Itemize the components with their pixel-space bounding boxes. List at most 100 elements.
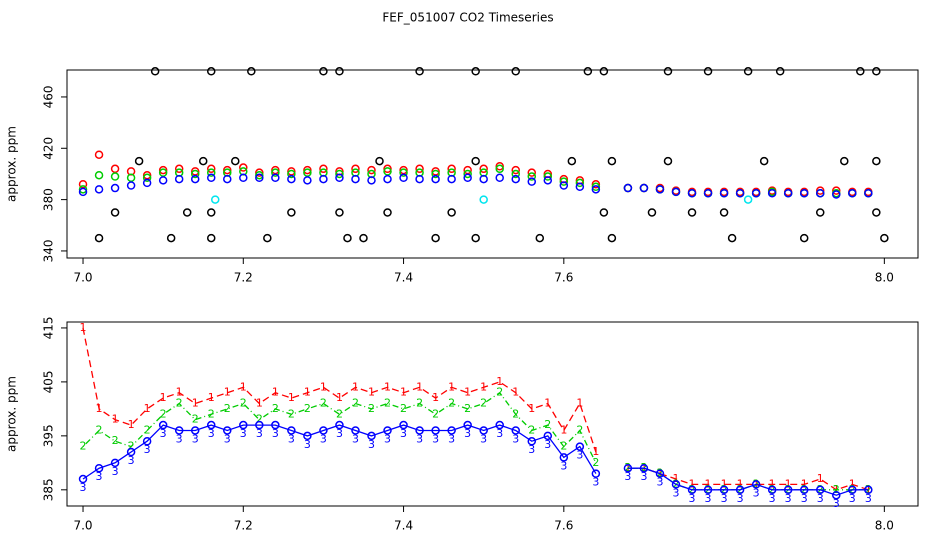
point — [223, 174, 232, 184]
point — [94, 233, 104, 243]
point — [559, 181, 569, 190]
point — [727, 233, 737, 243]
point-symbol: 3 — [304, 438, 311, 451]
point-symbol: 2 — [208, 407, 215, 420]
point-symbol: 1 — [673, 472, 680, 485]
point — [511, 174, 520, 184]
point — [110, 172, 120, 181]
point-symbol: 3 — [624, 470, 631, 483]
point-symbol: 2 — [192, 413, 199, 426]
point-symbol: 2 — [592, 456, 599, 469]
point — [367, 176, 376, 185]
point — [815, 485, 825, 495]
point — [287, 208, 296, 217]
point-symbol: 1 — [416, 380, 423, 393]
point — [383, 208, 392, 217]
point-symbol: 2 — [464, 402, 471, 415]
point-symbol: 2 — [352, 396, 359, 409]
point — [527, 172, 537, 181]
point — [239, 173, 248, 183]
point-symbol: 1 — [737, 477, 744, 490]
point — [126, 447, 136, 457]
point-symbol: 2 — [176, 396, 183, 409]
point-symbol: 3 — [192, 432, 199, 445]
x-tick-label: 7.4 — [394, 519, 413, 533]
point — [335, 173, 344, 183]
point-symbol: 3 — [737, 492, 744, 505]
point — [479, 164, 488, 174]
point — [210, 195, 220, 204]
point-symbol: 1 — [849, 477, 856, 490]
point — [495, 173, 504, 183]
point — [335, 420, 344, 430]
point-symbol: 1 — [689, 477, 696, 490]
y-axis-label: approx. ppm — [5, 126, 19, 202]
point — [495, 420, 504, 430]
point-symbol: 2 — [512, 407, 519, 420]
point — [767, 485, 777, 495]
point-symbol: 1 — [288, 391, 295, 404]
point — [94, 170, 104, 180]
point-symbol: 2 — [496, 386, 503, 399]
point — [703, 188, 713, 198]
line — [82, 424, 869, 496]
point-symbol: 3 — [128, 454, 135, 467]
point — [142, 178, 152, 188]
point — [687, 188, 697, 198]
point-symbol: 1 — [320, 380, 327, 393]
point — [206, 173, 216, 183]
point — [134, 156, 144, 166]
point — [447, 174, 456, 184]
point-symbol: 2 — [96, 423, 103, 436]
point-symbol: 2 — [384, 396, 391, 409]
point — [559, 453, 569, 462]
point — [639, 183, 649, 193]
point-symbol: 1 — [721, 477, 728, 490]
x-tick-label: 7.0 — [73, 271, 92, 285]
point-symbol: 3 — [769, 492, 776, 505]
point-symbol: 3 — [705, 492, 712, 505]
point — [431, 174, 440, 184]
point-symbol: 2 — [560, 440, 567, 453]
point-symbol: 3 — [512, 432, 519, 445]
point — [351, 174, 360, 184]
point-symbol: 3 — [384, 432, 391, 445]
point-symbol: 1 — [256, 396, 263, 409]
point — [239, 420, 248, 430]
point — [864, 485, 873, 495]
point-symbol: 3 — [544, 438, 551, 451]
point — [463, 420, 472, 430]
point — [591, 185, 601, 194]
point — [198, 156, 208, 166]
point — [663, 156, 673, 166]
point-symbol: 2 — [576, 423, 583, 436]
point-symbol: 3 — [480, 432, 487, 445]
point — [880, 233, 889, 243]
point-symbol: 1 — [128, 418, 135, 431]
point — [815, 208, 825, 217]
y-tick-label: 380 — [42, 188, 56, 211]
point-symbol: 2 — [144, 423, 151, 436]
point — [687, 485, 697, 495]
point-symbol: 1 — [496, 375, 503, 388]
point-symbol: 2 — [256, 413, 263, 426]
point-symbol: 3 — [560, 459, 567, 472]
point-symbol: 3 — [673, 486, 680, 499]
point — [110, 208, 120, 217]
point-symbol: 1 — [528, 402, 535, 415]
point-symbol: 2 — [320, 396, 327, 409]
y-tick-label: 395 — [42, 424, 56, 447]
point — [751, 188, 761, 198]
point — [639, 463, 649, 473]
x-tick-label: 7.0 — [73, 519, 92, 533]
point — [575, 182, 585, 192]
point — [735, 485, 745, 495]
point — [671, 187, 681, 197]
point — [255, 420, 264, 430]
point-symbol: 1 — [208, 391, 215, 404]
point — [687, 208, 697, 217]
point — [511, 67, 520, 76]
point — [343, 233, 352, 243]
point — [415, 67, 424, 76]
point — [719, 188, 729, 198]
